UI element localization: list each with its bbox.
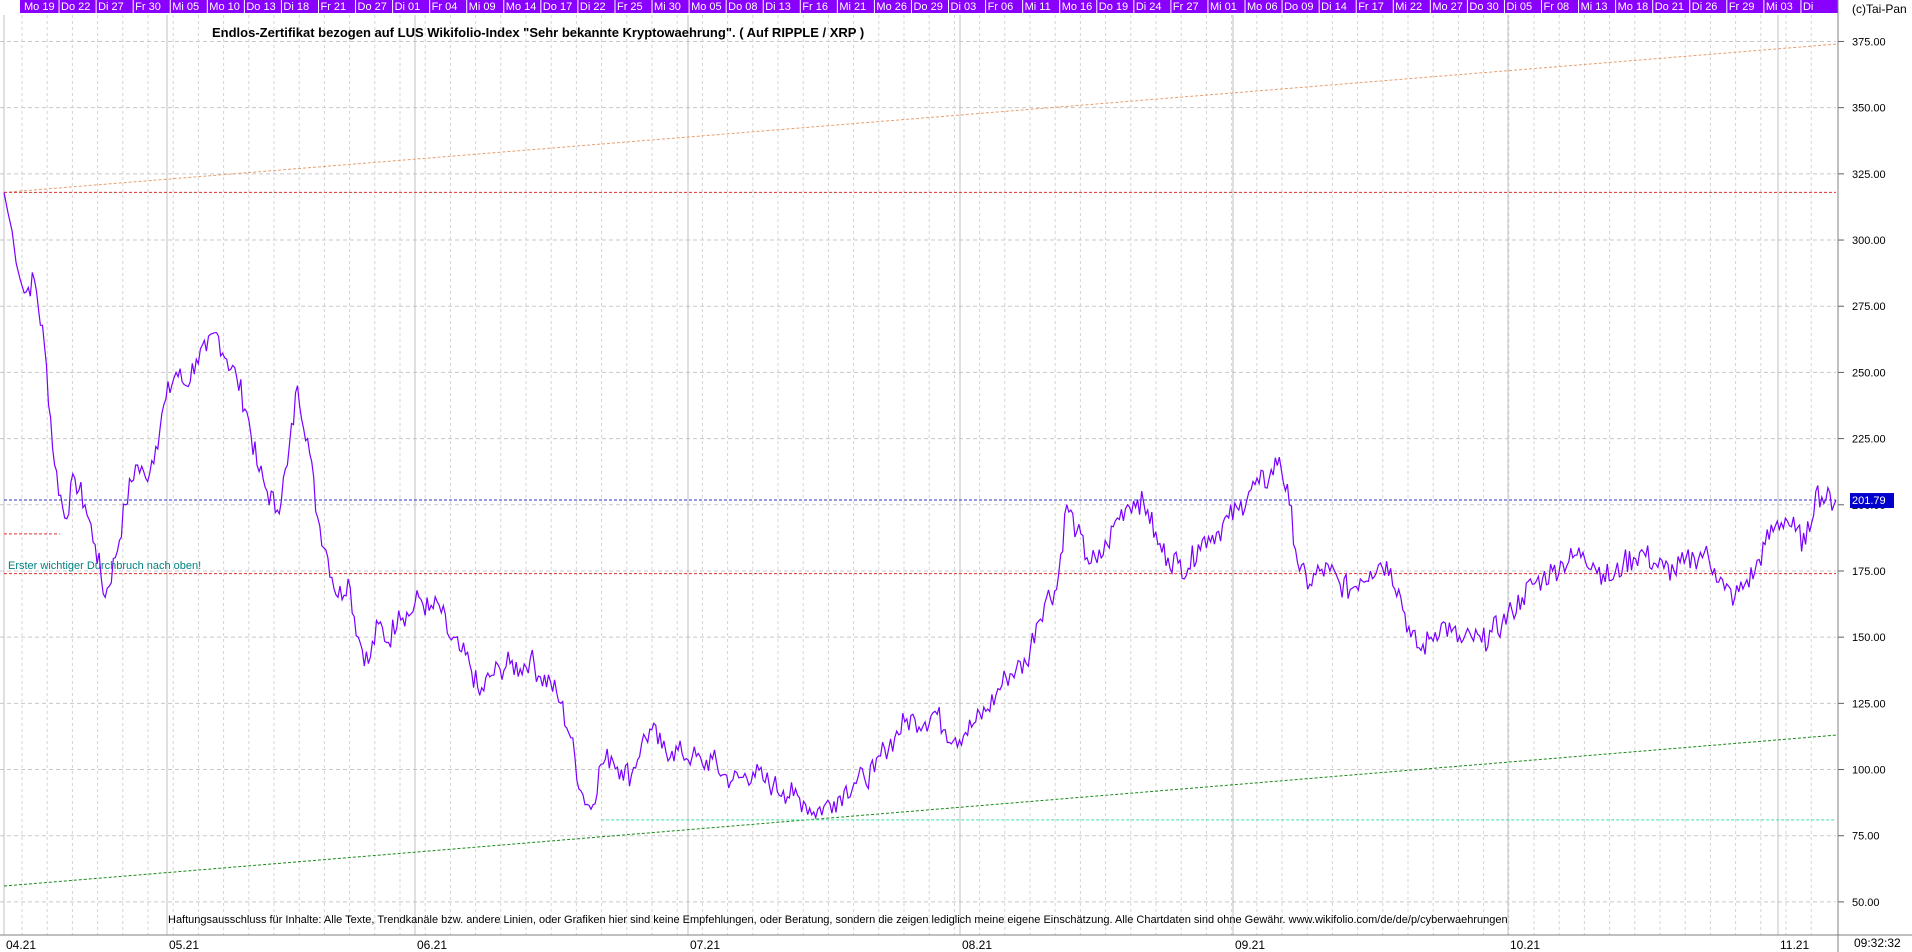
time-label-box: 09:32:32: [1854, 936, 1901, 950]
top-date-label: Mi 11: [1025, 1, 1051, 13]
y-tick-label: 300.00: [1852, 235, 1886, 247]
x-month-label: 05.21: [169, 938, 199, 952]
top-date-label: Di 24: [1136, 1, 1162, 13]
top-date-label: Di: [1803, 1, 1813, 13]
y-tick-label: 350.00: [1852, 103, 1886, 115]
price-series-line: [3, 192, 1837, 820]
top-date-label: Mo 14: [506, 1, 537, 13]
y-tick-label: 225.00: [1852, 434, 1886, 446]
x-axis: 04.21 05.21 06.21 07.21 08.21 09.21 10.21 11.21: [0, 934, 1912, 952]
top-date-label: Di 22: [580, 1, 606, 13]
top-date-label: Mi 05: [172, 1, 199, 13]
top-date-label: Fr 30: [135, 1, 161, 13]
top-date-label: Mo 10: [209, 1, 240, 13]
x-month-label: 11.21: [1780, 938, 1809, 952]
top-date-label: Mo 26: [876, 1, 907, 13]
x-month-label: 06.21: [417, 938, 447, 952]
x-month-label: 10.21: [1510, 938, 1540, 952]
y-tick-label: 75.00: [1852, 831, 1880, 843]
top-date-label: Mo 19: [24, 1, 55, 13]
top-date-label: Di 03: [951, 1, 977, 13]
top-date-label: Do 08: [728, 1, 757, 13]
top-date-label: Di 13: [765, 1, 791, 13]
x-month-label: 07.21: [690, 938, 720, 952]
top-date-label: Do 19: [1099, 1, 1128, 13]
top-date-label: Mo 18: [1618, 1, 1649, 13]
top-date-label: Do 13: [246, 1, 275, 13]
top-date-label: Do 29: [913, 1, 942, 13]
x-month-label: 04.21: [6, 938, 36, 952]
annotation-text: Erster wichtiger Durchbruch nach oben!: [8, 560, 201, 572]
top-date-label: Mo 16: [1062, 1, 1093, 13]
top-date-label: Fr 08: [1544, 1, 1570, 13]
top-date-label: Fr 06: [988, 1, 1014, 13]
top-date-label: Do 22: [61, 1, 90, 13]
top-date-label: Mi 01: [1210, 1, 1237, 13]
y-tick-label: 100.00: [1852, 765, 1886, 777]
top-date-label: Fr 27: [1173, 1, 1199, 13]
top-date-label: Mi 30: [654, 1, 681, 13]
last-value-box: [1850, 493, 1894, 509]
y-tick-label: 125.00: [1852, 698, 1886, 710]
y-tick-label: 250.00: [1852, 367, 1886, 379]
top-date-label: Di 14: [1321, 1, 1347, 13]
top-date-label: Di 18: [283, 1, 309, 13]
y-tick-label: 325.00: [1852, 169, 1886, 181]
last-value-badge: 201.79: [1850, 493, 1894, 509]
grid: [0, 15, 1836, 935]
top-date-label: Fr 21: [320, 1, 346, 13]
disclaimer-text: Haftungsausschluss für Inhalte: Alle Tex…: [168, 914, 1508, 926]
top-date-label: Mi 09: [469, 1, 496, 13]
y-tick-label: 275.00: [1852, 301, 1886, 313]
top-date-label: Di 05: [1506, 1, 1532, 13]
top-date-label: Do 09: [1284, 1, 1313, 13]
top-date-label: Fr 17: [1358, 1, 1384, 13]
top-date-label: Mo 06: [1247, 1, 1278, 13]
time-label: 09:32:32: [1854, 936, 1901, 950]
top-date-label: Do 27: [358, 1, 387, 13]
trend-lines: [3, 43, 1837, 887]
top-date-bar: Mo 19 Do 22 Di 27 Fr 30 Mi 05 Mo 10 Do 13 Di 18…: [20, 0, 1838, 13]
y-tick-label: 375.00: [1852, 36, 1886, 48]
top-date-label: Fr 04: [432, 1, 458, 13]
chart-title: Endlos-Zertifikat bezogen auf LUS Wikifo…: [212, 25, 864, 40]
top-date-label: Do 30: [1469, 1, 1498, 13]
top-date-label: Mi 13: [1581, 1, 1608, 13]
top-date-label: Mi 22: [1395, 1, 1422, 13]
top-date-bar-bg: [20, 0, 1838, 13]
top-date-label: Do 21: [1655, 1, 1684, 13]
top-date-label: Di 27: [98, 1, 124, 13]
trend-line: [3, 43, 1837, 193]
top-date-label: Fr 25: [617, 1, 643, 13]
y-tick-label: 50.00: [1852, 897, 1880, 909]
top-date-label: Di 26: [1692, 1, 1718, 13]
top-date-label: Fr 29: [1729, 1, 1755, 13]
y-tick-label: 175.00: [1852, 566, 1886, 578]
top-date-label: Mi 21: [839, 1, 866, 13]
x-month-label: 08.21: [962, 938, 992, 952]
top-date-label: Do 17: [543, 1, 572, 13]
top-date-label: Mo 05: [691, 1, 722, 13]
trend-line: [3, 734, 1837, 887]
top-date-label: Mo 27: [1432, 1, 1463, 13]
top-date-label: Mi 03: [1766, 1, 1793, 13]
top-date-label: Fr 16: [802, 1, 828, 13]
copyright-label: (c)Tai-Pan: [1852, 2, 1907, 16]
x-month-label: 09.21: [1235, 938, 1265, 952]
y-tick-label: 150.00: [1852, 632, 1886, 644]
last-value-label: 201.79: [1852, 495, 1886, 507]
top-date-label: Di 01: [395, 1, 421, 13]
